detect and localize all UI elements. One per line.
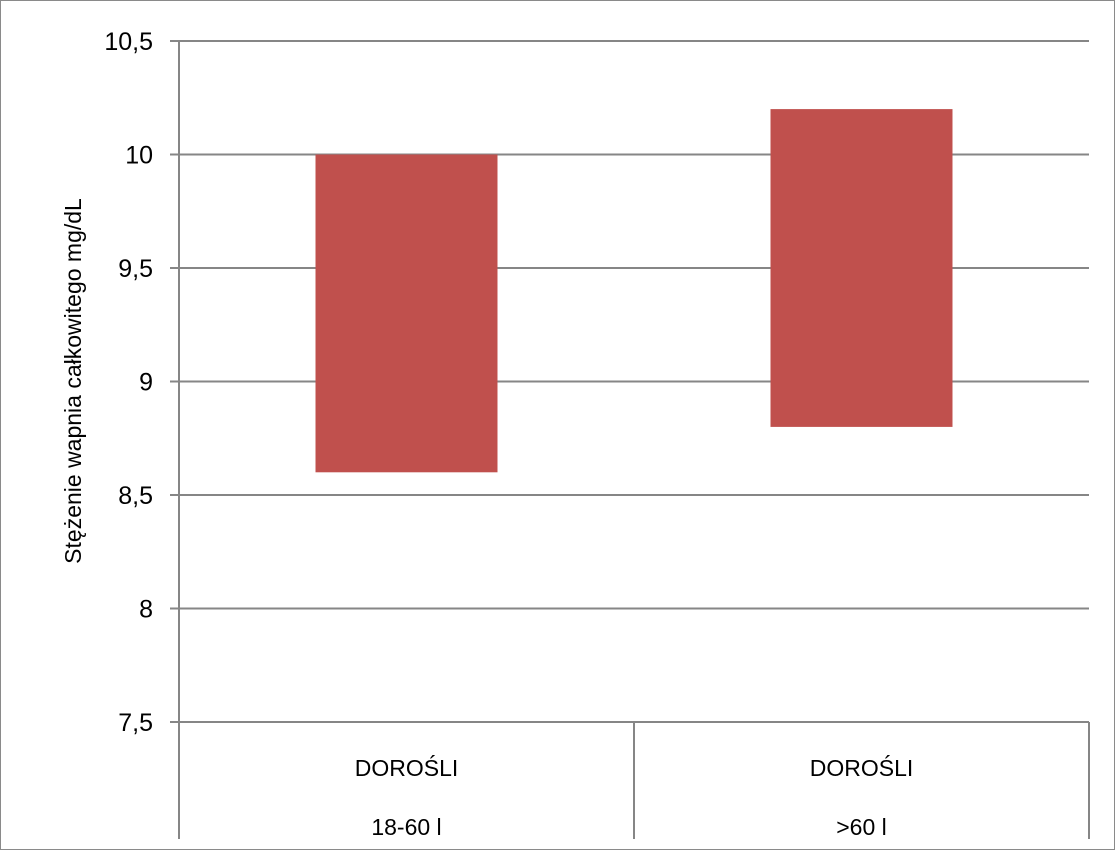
y-tick-label: 7,5 — [118, 709, 153, 737]
category-label-line2: >60 l — [836, 814, 887, 840]
y-axis-title: Stężenie wapnia całkowitego mg/dL — [60, 198, 86, 564]
y-tick-label: 10 — [125, 142, 153, 170]
y-tick-label: 8 — [139, 596, 153, 624]
range-bar — [770, 109, 953, 427]
axes — [170, 40, 1090, 839]
range-bar — [315, 154, 498, 473]
bars — [315, 109, 953, 473]
y-tick-label: 10,5 — [104, 28, 153, 56]
labels: 7,5 8 8,5 9 9,5 10 10,5 DOROŚLI 18-60 l DOROŚLI >6… — [104, 28, 913, 840]
category-label-line2: 18-60 l — [371, 814, 441, 840]
category-label-line1: DOROŚLI — [355, 754, 459, 781]
category-label-line1: DOROŚLI — [810, 754, 914, 781]
y-tick-label: 9 — [139, 369, 153, 397]
y-tick-label: 8,5 — [118, 482, 153, 510]
y-tick-label: 9,5 — [118, 255, 153, 283]
